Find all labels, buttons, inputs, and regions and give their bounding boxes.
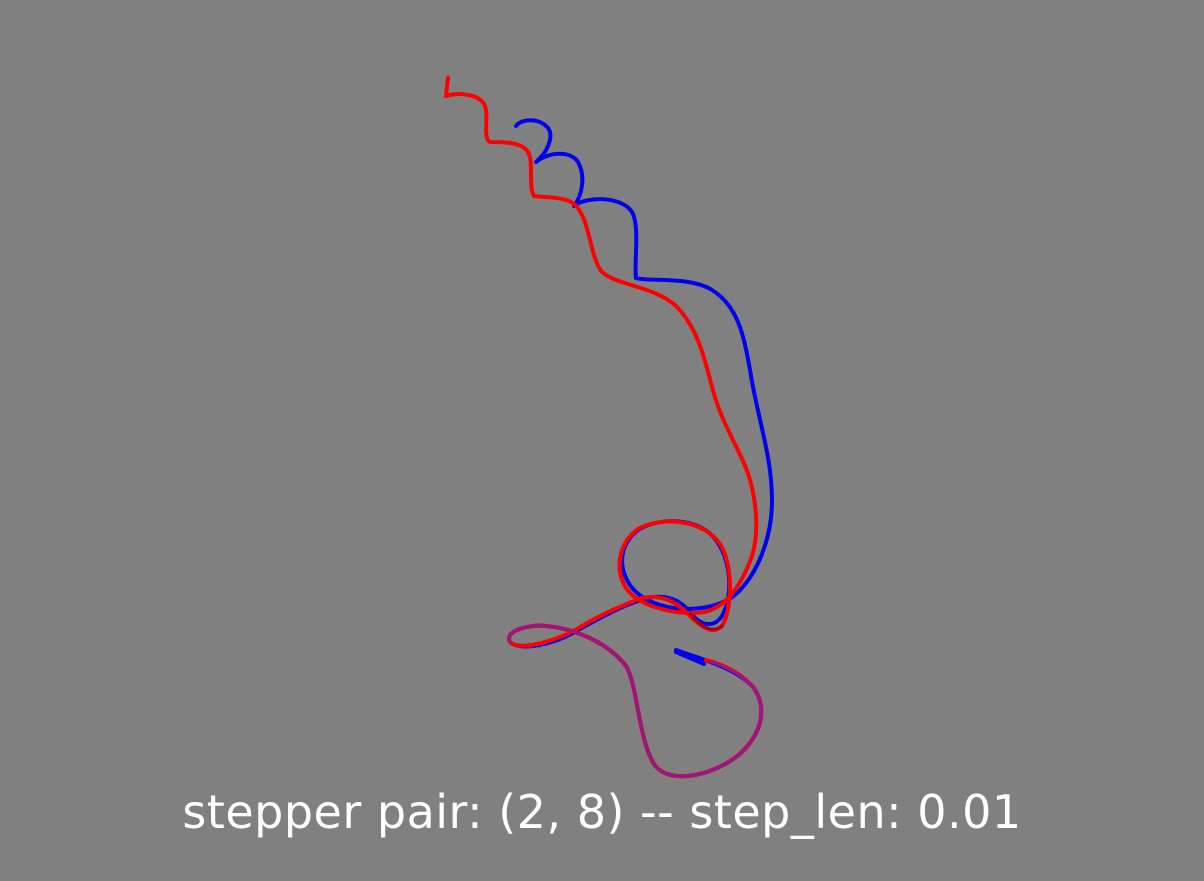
trajectory-knot-overlap (688, 612, 724, 631)
trajectory-blue (507, 118, 774, 779)
trajectory-overlap (507, 624, 763, 778)
trajectory-red (444, 76, 764, 779)
stepper-caption: stepper pair: (2, 8) -- step_len: 0.01 (182, 785, 1022, 839)
trajectory-tail-blue (674, 650, 706, 666)
